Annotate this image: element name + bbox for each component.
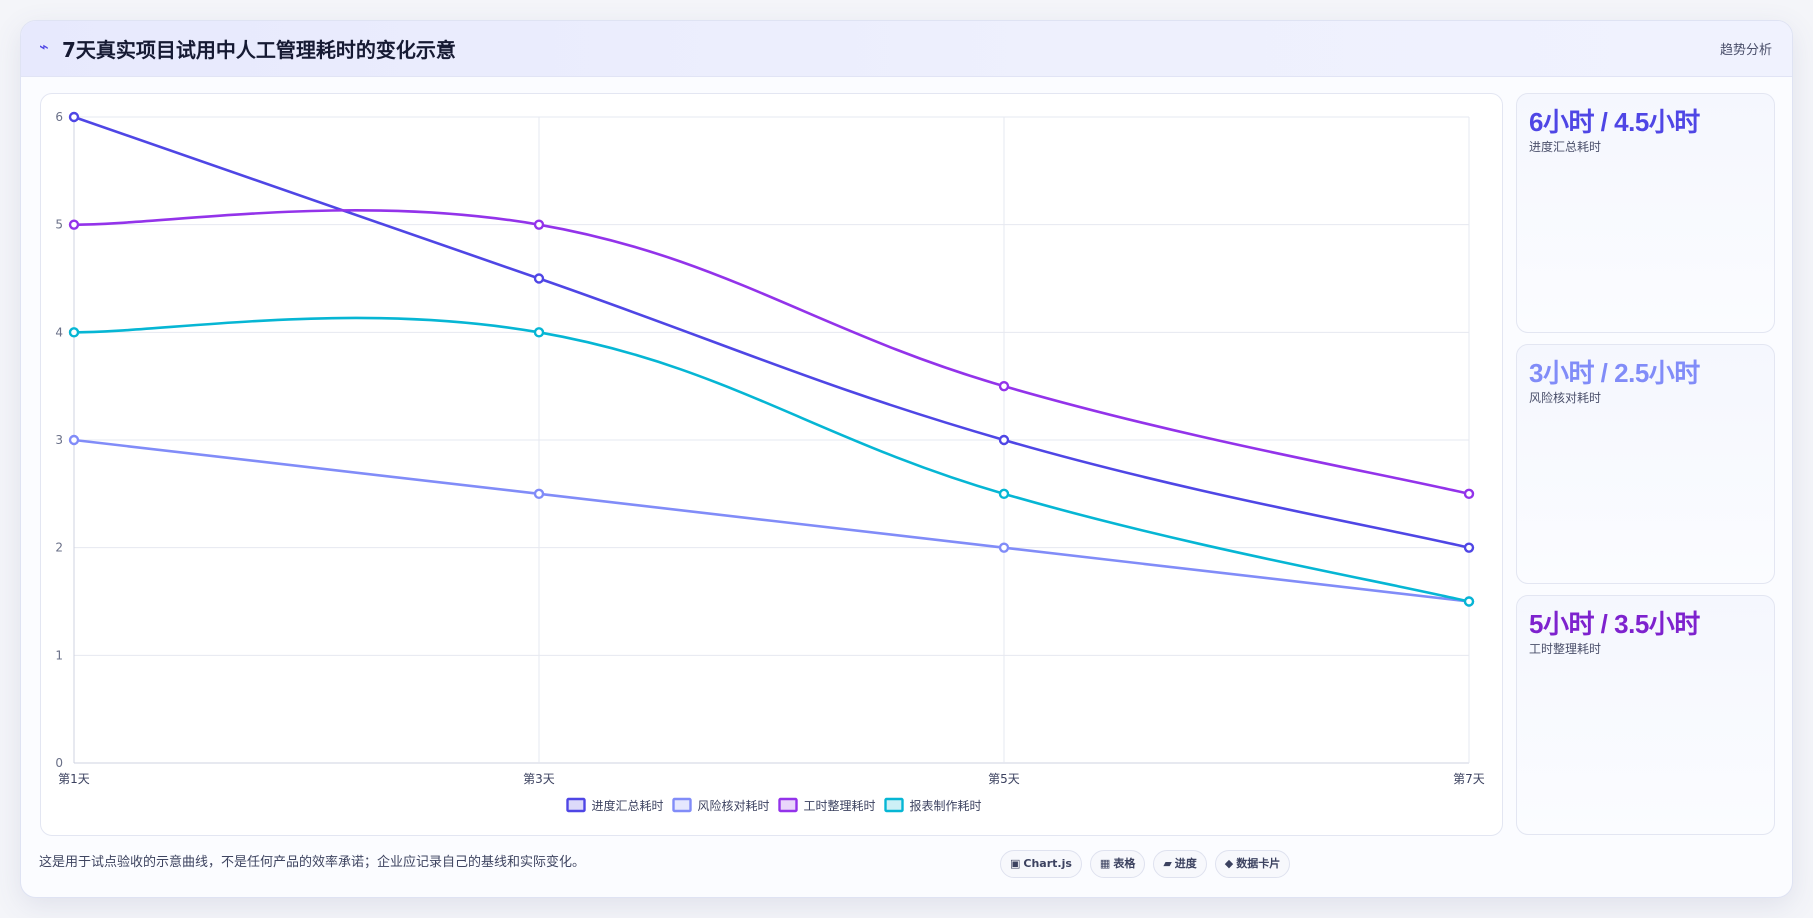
x-tick-label: 第3天 bbox=[523, 772, 555, 786]
y-tick-label: 2 bbox=[55, 541, 63, 555]
data-point bbox=[533, 219, 545, 230]
legend-label: 风险核对耗时 bbox=[698, 798, 770, 813]
data-point bbox=[533, 488, 545, 500]
data-point bbox=[1463, 488, 1475, 500]
page-title: 7天真实项目试用中人工管理耗时的变化示意 bbox=[62, 38, 456, 62]
x-tick-label: 第1天 bbox=[58, 772, 90, 786]
chip-label: 进度 bbox=[1174, 857, 1197, 870]
y-tick-label: 5 bbox=[55, 218, 63, 232]
kpi-card-risk: 3小时 / 2.5小时 风险核对耗时 bbox=[1516, 344, 1775, 584]
kpi-card-hours: 5小时 / 3.5小时 工时整理耗时 bbox=[1516, 595, 1775, 835]
legend-label: 进度汇总耗时 bbox=[592, 798, 664, 813]
series-line bbox=[73, 115, 1470, 549]
legend-item[interactable]: 报表制作耗时 bbox=[884, 797, 982, 813]
chip-datacard[interactable]: ◆ 数据卡片 bbox=[1214, 850, 1291, 878]
y-tick-label: 4 bbox=[55, 325, 63, 339]
footer-note: 这是用于试点验收的示意曲线，不是任何产品的效率承诺；企业应记录自己的基线和实际变… bbox=[39, 855, 586, 870]
header-tag: 趋势分析 bbox=[1719, 43, 1772, 58]
data-point bbox=[68, 111, 80, 123]
chip-label: 数据卡片 bbox=[1236, 857, 1281, 870]
legend-swatch bbox=[672, 797, 692, 813]
data-point bbox=[68, 434, 80, 446]
chip-table[interactable]: ▦ 表格 bbox=[1089, 850, 1146, 878]
chip-label: 表格 bbox=[1113, 857, 1136, 870]
chart-panel: 0 1 2 3 4 5 6 第1天 第3天 第5天 第7天 进度汇总耗时 风险核对耗时 工时整理耗时 报表… bbox=[40, 93, 1503, 836]
kpi-card-progress: 6小时 / 4.5小时 进度汇总耗时 bbox=[1516, 93, 1775, 333]
kpi-value: 5小时 / 3.5小时 bbox=[1529, 609, 1700, 639]
legend-swatch bbox=[884, 797, 904, 813]
chart-grid bbox=[73, 116, 1470, 764]
x-tick-label: 第5天 bbox=[988, 772, 1020, 786]
table-icon: ▦ bbox=[1099, 857, 1111, 870]
data-point bbox=[998, 542, 1010, 553]
y-tick-label: 0 bbox=[55, 756, 63, 770]
data-point bbox=[998, 488, 1010, 500]
trend-icon: ⌁ bbox=[39, 37, 49, 56]
diamond-icon: ◆ bbox=[1224, 857, 1234, 870]
chart-series bbox=[68, 111, 1475, 607]
data-point bbox=[1463, 596, 1475, 607]
kpi-label: 风险核对耗时 bbox=[1529, 391, 1602, 405]
kpi-label: 进度汇总耗时 bbox=[1529, 140, 1602, 154]
y-tick-label: 6 bbox=[55, 110, 63, 124]
data-point bbox=[1463, 542, 1475, 553]
kpi-label: 工时整理耗时 bbox=[1529, 642, 1602, 656]
data-point bbox=[998, 434, 1010, 446]
data-point bbox=[998, 380, 1010, 392]
chart-legend[interactable]: 进度汇总耗时 风险核对耗时 工时整理耗时 报表制作耗时 bbox=[566, 797, 982, 813]
y-tick-label: 1 bbox=[55, 648, 63, 662]
series-line bbox=[73, 209, 1470, 496]
legend-item[interactable]: 风险核对耗时 bbox=[672, 797, 770, 813]
kpi-value: 6小时 / 4.5小时 bbox=[1529, 107, 1700, 137]
legend-item[interactable]: 进度汇总耗时 bbox=[566, 797, 664, 813]
chip-label: Chart.js bbox=[1023, 857, 1072, 870]
data-point bbox=[68, 327, 80, 338]
x-tick-label: 第7天 bbox=[1453, 772, 1485, 786]
dashboard-card: ⌁ 7天真实项目试用中人工管理耗时的变化示意 趋势分析 0 1 2 3 4 5 6 第1天 第3… bbox=[20, 20, 1793, 898]
legend-label: 报表制作耗时 bbox=[910, 798, 982, 813]
chip-progress[interactable]: ▰ 进度 bbox=[1153, 850, 1207, 878]
legend-item[interactable]: 工时整理耗时 bbox=[778, 797, 876, 813]
legend-label: 工时整理耗时 bbox=[804, 798, 876, 813]
data-point bbox=[533, 327, 545, 338]
chip-chartjs[interactable]: ▣ Chart.js bbox=[1000, 850, 1082, 878]
header-bar: ⌁ 7天真实项目试用中人工管理耗时的变化示意 趋势分析 bbox=[21, 21, 1792, 77]
legend-swatch bbox=[778, 797, 798, 813]
data-point bbox=[68, 219, 80, 230]
y-tick-label: 3 bbox=[55, 433, 63, 447]
chart-ticks: 0 1 2 3 4 5 6 第1天 第3天 第5天 第7天 bbox=[55, 110, 1484, 786]
kpi-value: 3小时 / 2.5小时 bbox=[1529, 358, 1700, 388]
series-line bbox=[73, 438, 1470, 603]
legend-swatch bbox=[566, 797, 586, 813]
chart-icon: ▣ bbox=[1010, 857, 1021, 870]
series-line bbox=[73, 316, 1470, 603]
line-chart: 0 1 2 3 4 5 6 第1天 第3天 第5天 第7天 进度汇总耗时 风险核对耗时 工时整理耗时 报表… bbox=[55, 110, 1484, 813]
tech-chips: ▣ Chart.js ▦ 表格 ▰ 进度 ◆ 数据卡片 bbox=[1000, 850, 1291, 878]
progress-icon: ▰ bbox=[1163, 857, 1172, 870]
data-point bbox=[533, 273, 545, 284]
